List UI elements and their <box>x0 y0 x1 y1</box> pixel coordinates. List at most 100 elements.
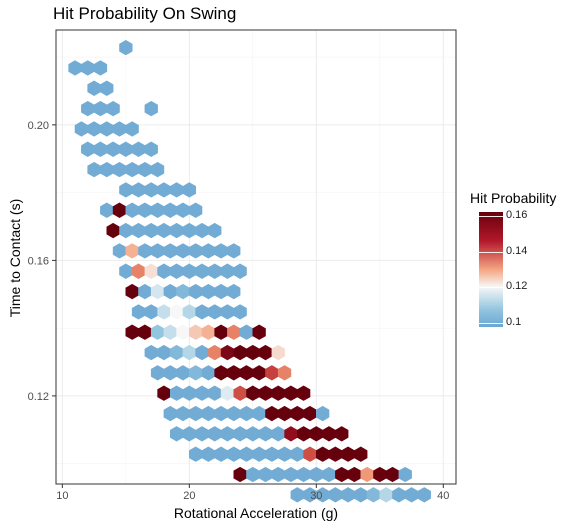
hex-cell <box>195 344 209 361</box>
hex-cell <box>144 263 158 279</box>
hex-cell <box>81 141 95 157</box>
hex-cell <box>398 466 412 483</box>
hex-cell <box>93 60 108 76</box>
hex-cell <box>157 222 171 239</box>
hex-cell <box>125 283 139 300</box>
hex-cell <box>379 487 393 503</box>
hex-cell <box>182 263 196 279</box>
hex-cell <box>157 385 171 401</box>
hex-cell <box>239 365 254 381</box>
hex-cell <box>208 344 222 361</box>
hex-cell <box>189 446 203 462</box>
hex-cell <box>208 263 222 279</box>
hex-cell <box>309 466 324 483</box>
hex-cell <box>201 283 215 300</box>
hex-cell <box>100 80 114 96</box>
x-tick-label: 10 <box>56 490 68 502</box>
hex-cell <box>144 344 158 361</box>
hex-cell <box>81 100 95 117</box>
hex-cell <box>125 324 139 340</box>
hex-cell <box>227 365 241 381</box>
hex-cell <box>176 283 190 300</box>
hex-cell <box>290 487 304 503</box>
hex-cell <box>214 446 228 462</box>
hex-cell <box>252 446 266 462</box>
hex-cell <box>227 243 241 259</box>
hex-cell <box>157 182 171 198</box>
hex-cell <box>322 426 336 442</box>
x-axis-label: Rotational Acceleration (g) <box>173 505 339 521</box>
hex-cell <box>220 263 235 279</box>
hex-cell <box>195 385 209 401</box>
hex-cell <box>176 365 190 381</box>
hex-cell <box>100 202 114 218</box>
hex-cell <box>303 446 317 462</box>
hex-cell <box>189 243 203 259</box>
hex-cell <box>284 385 298 401</box>
hex-cell <box>144 182 158 198</box>
hex-cell <box>220 344 235 361</box>
hex-cell <box>150 324 165 340</box>
hex-cell <box>277 405 292 422</box>
hex-cell <box>258 466 273 483</box>
x-tick-label: 40 <box>437 490 449 502</box>
hex-cell <box>246 466 260 483</box>
hex-cell <box>106 141 120 157</box>
hex-cell <box>195 263 209 279</box>
hex-cell <box>246 344 260 361</box>
panel-border <box>55 29 457 485</box>
hex-cell <box>341 446 355 462</box>
hex-cell <box>182 426 196 442</box>
hex-cell <box>296 466 311 483</box>
hex-cell <box>417 487 431 503</box>
hex-cell <box>366 487 381 503</box>
hex-cell <box>335 426 349 442</box>
hex-cell <box>277 365 292 381</box>
hex-cell <box>189 365 203 381</box>
hex-cell <box>195 426 209 442</box>
hex-cell <box>144 304 158 320</box>
hex-cell <box>239 324 254 340</box>
hex-cell <box>176 405 190 422</box>
hex-cell <box>277 446 292 462</box>
legend-colorbar <box>479 212 503 327</box>
hex-cell <box>170 182 184 198</box>
hex-cell <box>271 426 285 442</box>
hex-cell <box>131 304 146 320</box>
hex-cell <box>170 263 184 279</box>
hex-cell <box>315 405 330 422</box>
hex-cell <box>125 121 139 137</box>
hex-cell <box>182 385 196 401</box>
hex-cell <box>227 283 241 300</box>
x-tick-label: 20 <box>183 490 195 502</box>
hex-cell <box>290 405 304 422</box>
hex-cell <box>271 385 285 401</box>
hex-cell <box>246 426 260 442</box>
hex-cell <box>81 60 95 76</box>
hex-cell <box>385 466 400 483</box>
axes: 10 20 30 40 0.12 0.16 0.20 <box>28 120 450 502</box>
hex-cell <box>112 202 127 218</box>
hex-cell <box>214 243 228 259</box>
hex-cell <box>322 466 336 483</box>
hex-cell <box>220 426 235 442</box>
hex-cell <box>296 426 311 442</box>
hex-cell <box>176 243 190 259</box>
hex-cell <box>100 161 114 178</box>
hex-cell <box>296 385 311 401</box>
hex-cell <box>201 324 215 340</box>
hex-cell <box>163 324 177 340</box>
hex-cell <box>214 283 228 300</box>
hex-cell <box>131 141 146 157</box>
hex-cell <box>176 324 190 340</box>
hex-cell <box>354 487 368 503</box>
legend-tick-label: 0.14 <box>506 244 528 257</box>
hex-cell <box>131 182 146 198</box>
hex-cell <box>119 222 133 239</box>
hex-cell <box>195 304 209 320</box>
y-axis-label: Time to Contact (s) <box>7 198 23 318</box>
legend-tick-mark <box>479 323 503 325</box>
hex-cell <box>189 324 203 340</box>
hex-cell <box>290 446 304 462</box>
hex-cell <box>189 283 203 300</box>
